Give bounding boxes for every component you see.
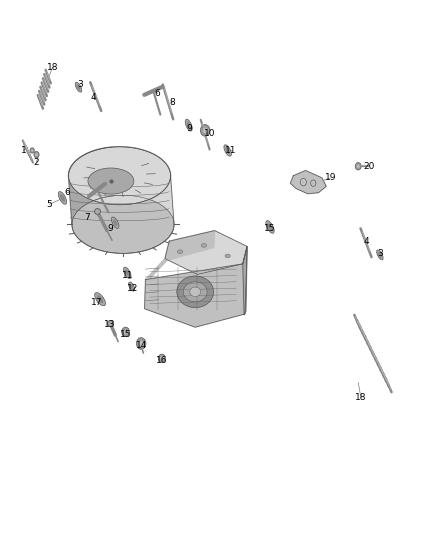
Ellipse shape	[124, 267, 131, 279]
Text: 3: 3	[377, 249, 383, 258]
Text: 3: 3	[77, 80, 83, 89]
Circle shape	[139, 341, 144, 346]
Circle shape	[159, 354, 166, 362]
Circle shape	[355, 163, 361, 170]
Text: 11: 11	[122, 271, 133, 280]
Ellipse shape	[378, 252, 382, 258]
Circle shape	[35, 153, 38, 156]
Ellipse shape	[225, 254, 230, 258]
Text: 15: 15	[120, 329, 132, 338]
Polygon shape	[145, 246, 247, 327]
Ellipse shape	[177, 250, 183, 254]
Ellipse shape	[187, 122, 191, 128]
Circle shape	[124, 329, 127, 334]
Circle shape	[160, 356, 164, 360]
Text: 6: 6	[64, 188, 70, 197]
Ellipse shape	[268, 223, 272, 231]
Circle shape	[31, 149, 33, 152]
Circle shape	[312, 182, 314, 185]
Ellipse shape	[201, 244, 206, 247]
Ellipse shape	[60, 194, 65, 202]
Circle shape	[136, 338, 146, 349]
Circle shape	[34, 151, 39, 158]
Ellipse shape	[226, 147, 230, 154]
Polygon shape	[145, 231, 215, 281]
Circle shape	[302, 180, 305, 184]
Polygon shape	[68, 147, 174, 224]
Ellipse shape	[130, 284, 134, 289]
Text: 6: 6	[155, 89, 160, 98]
Text: 17: 17	[91, 298, 103, 307]
Polygon shape	[68, 147, 170, 176]
Ellipse shape	[113, 219, 117, 226]
Polygon shape	[165, 231, 247, 274]
Text: 2: 2	[34, 158, 39, 167]
Text: 1: 1	[21, 146, 26, 155]
Text: 8: 8	[170, 99, 175, 108]
Text: 9: 9	[187, 124, 192, 133]
Circle shape	[311, 180, 316, 187]
Text: 14: 14	[135, 341, 147, 350]
Ellipse shape	[77, 84, 81, 90]
Circle shape	[203, 127, 208, 133]
Text: 12: 12	[127, 284, 138, 293]
Circle shape	[201, 125, 210, 136]
Circle shape	[357, 165, 360, 168]
Polygon shape	[290, 171, 326, 193]
Polygon shape	[68, 176, 174, 253]
Text: 5: 5	[46, 200, 53, 209]
Text: 18: 18	[355, 393, 367, 402]
Polygon shape	[243, 246, 247, 315]
Text: 15: 15	[264, 224, 276, 233]
Text: 20: 20	[364, 162, 375, 171]
Text: 9: 9	[107, 224, 113, 233]
Ellipse shape	[266, 221, 274, 233]
Circle shape	[300, 179, 306, 186]
Polygon shape	[72, 195, 174, 253]
Ellipse shape	[75, 82, 82, 92]
Text: 11: 11	[226, 146, 237, 155]
Ellipse shape	[224, 145, 231, 156]
Ellipse shape	[185, 119, 192, 131]
Text: 10: 10	[204, 129, 215, 138]
Ellipse shape	[184, 282, 207, 302]
Polygon shape	[69, 147, 170, 205]
Ellipse shape	[125, 269, 130, 276]
Text: 4: 4	[363, 237, 369, 246]
Text: 7: 7	[84, 214, 90, 222]
Circle shape	[122, 327, 130, 337]
Polygon shape	[126, 147, 170, 205]
Polygon shape	[68, 147, 115, 224]
Ellipse shape	[377, 250, 383, 260]
Text: 13: 13	[104, 320, 116, 329]
Text: 19: 19	[325, 173, 336, 182]
Text: 18: 18	[47, 62, 58, 71]
Ellipse shape	[97, 295, 103, 303]
Ellipse shape	[95, 293, 106, 306]
Text: 4: 4	[91, 93, 96, 102]
Text: 16: 16	[156, 356, 168, 365]
Ellipse shape	[88, 168, 134, 194]
Circle shape	[30, 148, 34, 153]
Ellipse shape	[190, 287, 201, 296]
Ellipse shape	[111, 217, 119, 229]
Ellipse shape	[58, 191, 67, 204]
Ellipse shape	[129, 282, 135, 291]
Ellipse shape	[177, 276, 214, 308]
